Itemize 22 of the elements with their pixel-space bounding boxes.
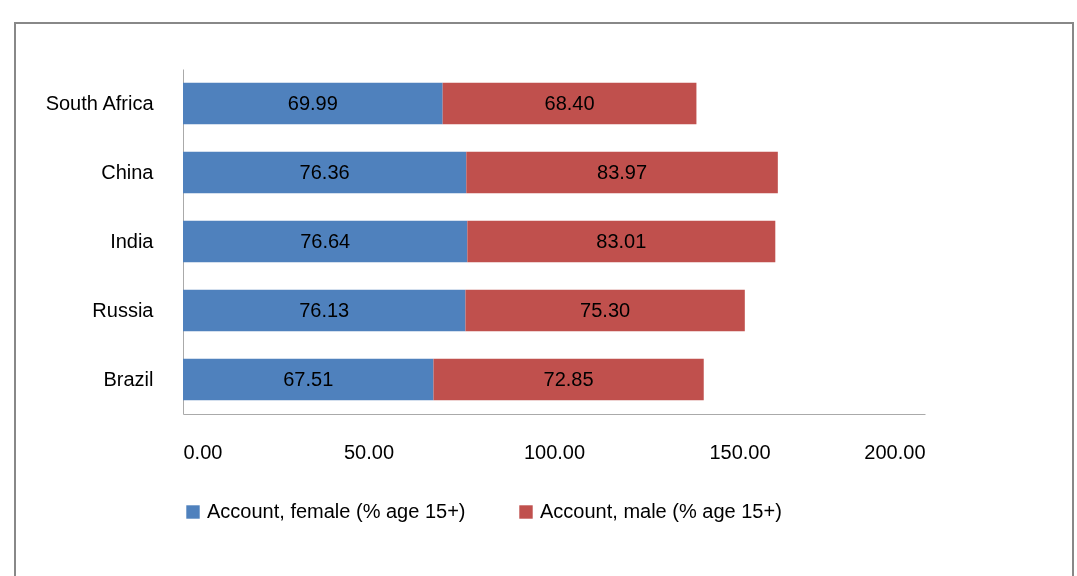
x-tick-label: 200.00 [864, 440, 926, 463]
data-label: 76.64 [300, 229, 351, 252]
legend-label: Account, male (% age 15+) [540, 500, 782, 522]
y-tick-label: Brazil [103, 367, 154, 390]
y-tick-label: India [110, 229, 155, 252]
data-label: 75.30 [580, 298, 631, 321]
data-label: 72.85 [543, 367, 594, 390]
data-label: 68.40 [544, 91, 595, 114]
x-tick-label: 100.00 [523, 440, 586, 463]
data-label: 83.01 [596, 229, 647, 252]
data-label: 76.13 [299, 298, 350, 321]
x-tick-label: 150.00 [709, 440, 771, 463]
x-tick-label: 0.00 [183, 440, 223, 463]
y-tick-label: South Africa [45, 91, 155, 114]
data-label: 67.51 [283, 367, 334, 390]
x-tick-label: 50.00 [343, 440, 395, 463]
y-tick-label: China [101, 160, 155, 183]
legend-label: Account, female (% age 15+) [207, 500, 466, 522]
data-label: 83.97 [597, 160, 648, 183]
data-label: 69.99 [287, 91, 338, 114]
data-label: 76.36 [299, 160, 350, 183]
y-tick-label: Russia [92, 298, 155, 321]
